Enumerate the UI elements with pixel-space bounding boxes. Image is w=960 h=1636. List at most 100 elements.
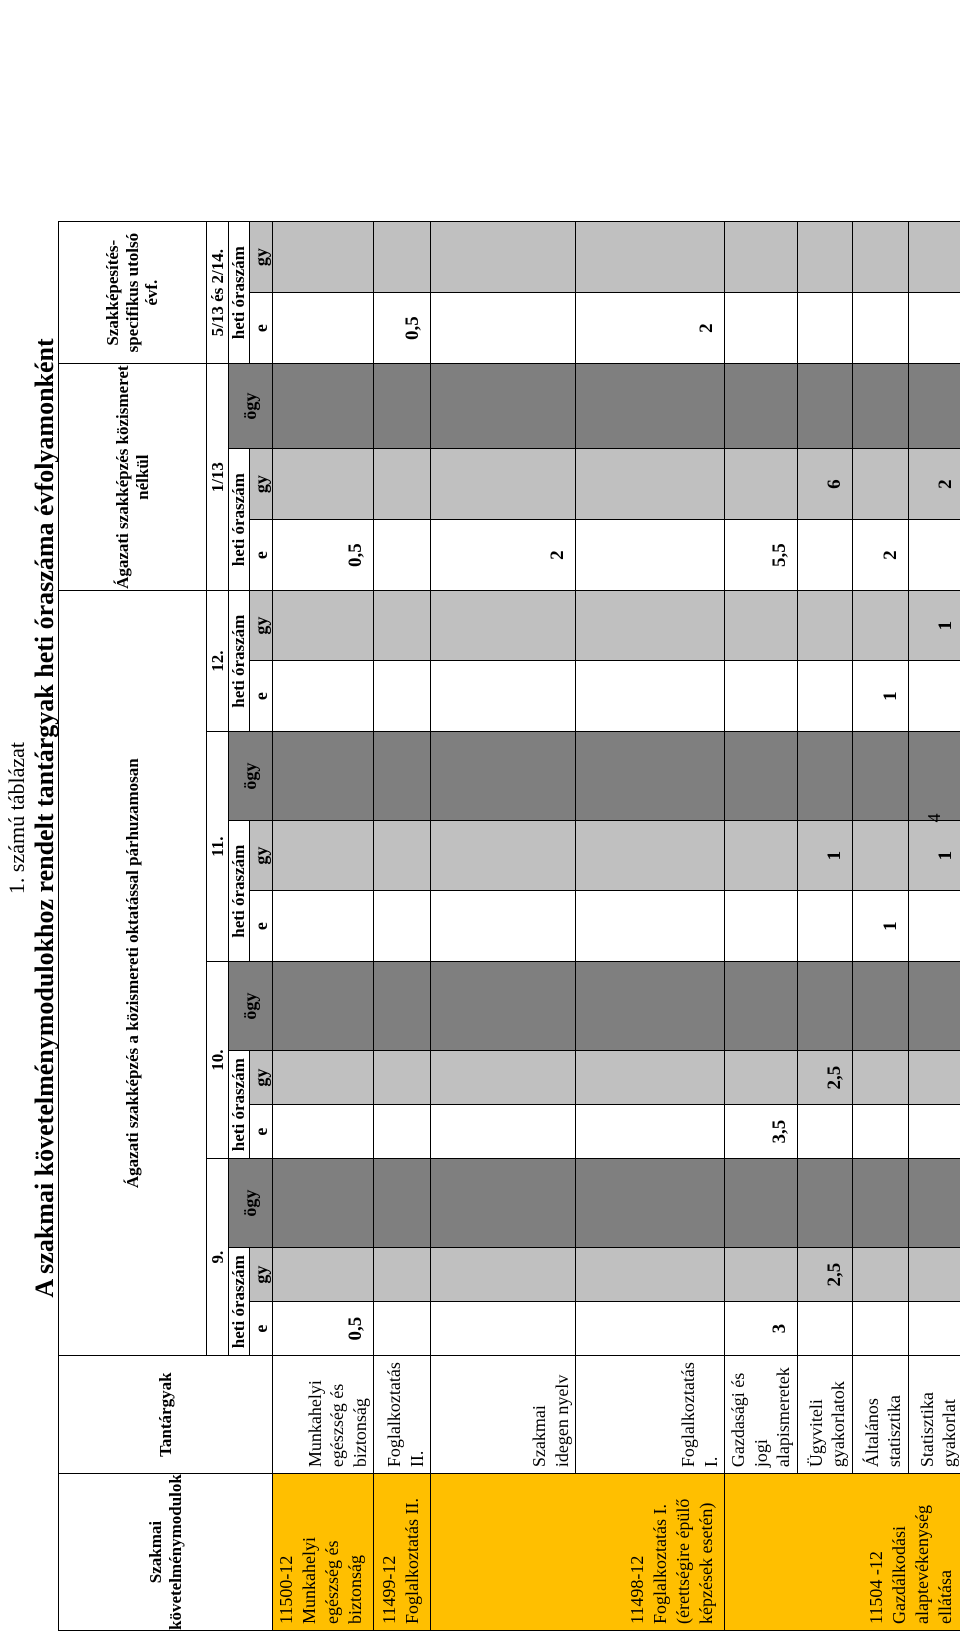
value-cell <box>430 1247 576 1302</box>
value-cell <box>272 292 374 364</box>
value-cell <box>724 660 798 732</box>
ogy-cell <box>852 961 909 1051</box>
value-cell <box>852 1301 909 1356</box>
ogy-cell <box>852 731 909 821</box>
ogy-header-1-13: ögy <box>228 363 273 449</box>
value-cell <box>272 890 374 962</box>
value-cell <box>373 890 431 962</box>
value-cell <box>724 590 798 661</box>
value-cell <box>797 590 853 661</box>
value-cell: 1 <box>797 820 853 891</box>
subject-cell: Szakmai idegen nyelv <box>430 1355 576 1474</box>
value-cell: 1 <box>852 890 909 962</box>
value-cell <box>852 1050 909 1105</box>
value-cell <box>724 448 798 520</box>
table-row: 11504 -12 Gazdálkodási alaptevékenység e… <box>724 221 960 1631</box>
value-cell <box>797 519 853 591</box>
value-cell <box>575 1104 725 1159</box>
value-cell <box>272 1247 374 1302</box>
ogy-cell <box>797 1158 853 1248</box>
value-cell: 0,5 <box>272 519 374 591</box>
value-cell <box>373 1050 431 1105</box>
value-cell <box>430 1050 576 1105</box>
ogy-cell <box>272 363 374 449</box>
value-cell <box>575 448 725 520</box>
gy-header-12: gy <box>249 590 273 661</box>
hours-label-last: heti óraszám <box>228 221 250 364</box>
value-cell <box>724 1247 798 1302</box>
year-11-header: 11. <box>206 731 229 962</box>
value-cell <box>852 1247 909 1302</box>
value-cell <box>430 292 576 364</box>
e-header-9: e <box>249 1301 273 1356</box>
value-cell <box>430 448 576 520</box>
year-1-13-header: 1/13 <box>206 363 229 591</box>
subject-cell: Foglalkoztatás II. <box>373 1355 431 1474</box>
e-header-10: e <box>249 1104 273 1159</box>
value-cell <box>797 890 853 962</box>
ogy-cell <box>575 1158 725 1248</box>
value-cell <box>575 660 725 732</box>
ogy-cell <box>797 961 853 1051</box>
value-cell <box>575 519 725 591</box>
year-9-header: 9. <box>206 1158 229 1356</box>
value-cell <box>852 820 909 891</box>
value-cell <box>797 1301 853 1356</box>
ogy-cell <box>430 1158 576 1248</box>
hours-table: Szakmai követelménymodulok Tantárgyak Ág… <box>58 221 960 1631</box>
ogy-cell <box>373 731 431 821</box>
ogy-cell <box>430 363 576 449</box>
value-cell <box>575 1247 725 1302</box>
hours-label-9: heti óraszám <box>228 1247 250 1356</box>
subject-cell: Ügyviteli gyakorlatok <box>797 1355 853 1474</box>
hours-label-12: heti óraszám <box>228 590 250 732</box>
modules-header: Szakmai követelménymodulok <box>58 1473 273 1631</box>
value-cell <box>373 1301 431 1356</box>
module-cell: 11498-12 Foglalkoztatás I. (érettségire … <box>430 1473 725 1631</box>
value-cell <box>430 590 576 661</box>
ogy-cell <box>797 363 853 449</box>
hours-label-10: heti óraszám <box>228 1050 250 1159</box>
table-title: A szakmai követelménymodulokhoz rendelt … <box>30 338 59 1298</box>
value-cell <box>724 1050 798 1105</box>
value-cell <box>575 820 725 891</box>
value-cell <box>272 448 374 520</box>
value-cell <box>272 1104 374 1159</box>
table-row: Foglalkoztatás I. 2 <box>575 221 725 1631</box>
table-row: 11498-12 Foglalkoztatás I. (érettségire … <box>430 221 725 1631</box>
value-cell: 6 <box>797 448 853 520</box>
subject-cell: Munkahelyi egészség és biztonság <box>272 1355 374 1474</box>
value-cell <box>272 590 374 661</box>
value-cell <box>852 1104 909 1159</box>
value-cell <box>724 221 798 293</box>
gy-header-9: gy <box>249 1247 273 1302</box>
value-cell: 2 <box>430 519 576 591</box>
value-cell <box>724 890 798 962</box>
ogy-cell <box>430 731 576 821</box>
ogy-cell <box>373 961 431 1051</box>
table-row: Ügyviteli gyakorlatok 2,5 2,5 1 6 <box>797 221 853 1631</box>
table-row: 11499-12 Foglalkoztatás II. Foglalkoztat… <box>373 221 431 1631</box>
ogy-cell <box>724 731 798 821</box>
subject-cell: Foglalkoztatás I. <box>575 1355 725 1474</box>
value-cell <box>430 1301 576 1356</box>
value-cell <box>430 1104 576 1159</box>
module-cell: 11499-12 Foglalkoztatás II. <box>373 1473 431 1631</box>
value-cell <box>373 221 431 293</box>
ogy-cell <box>852 1158 909 1248</box>
value-cell <box>852 221 909 293</box>
value-cell: 2,5 <box>797 1050 853 1105</box>
group-header-parallel: Ágazati szakképzés a közismereti oktatás… <box>58 590 207 1356</box>
value-cell <box>797 292 853 364</box>
value-cell: 3,5 <box>724 1104 798 1159</box>
value-cell <box>575 890 725 962</box>
gy-header-last: gy <box>249 221 273 293</box>
value-cell <box>575 1301 725 1356</box>
value-cell <box>272 820 374 891</box>
value-cell <box>373 519 431 591</box>
value-cell <box>797 660 853 732</box>
module-cell: 11500-12 Munkahelyi egészség és biztonsá… <box>272 1473 374 1631</box>
ogy-cell <box>797 731 853 821</box>
